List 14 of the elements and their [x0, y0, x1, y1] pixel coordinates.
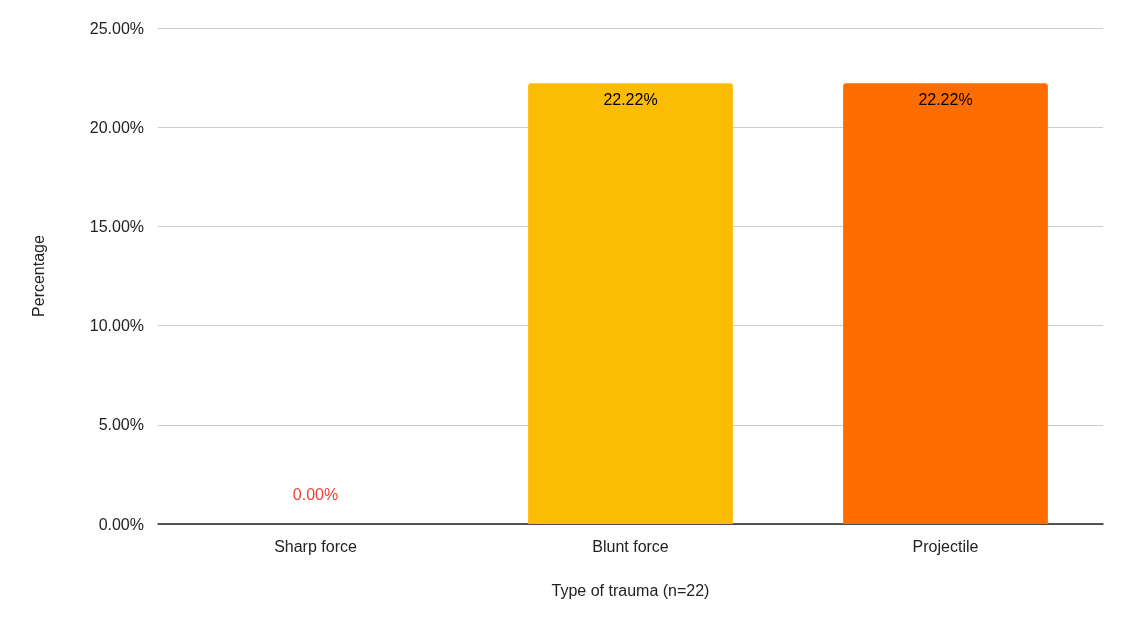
- y-axis-title: Percentage: [29, 234, 47, 317]
- x-tick-label: Projectile: [912, 537, 979, 555]
- data-label: 22.22%: [918, 90, 973, 108]
- x-axis-title: Type of trauma (n=22): [551, 581, 710, 599]
- y-tick-label: 20.00%: [89, 118, 144, 136]
- x-tick-label: Sharp force: [274, 537, 357, 555]
- data-label: 22.22%: [603, 90, 658, 108]
- y-tick-label: 15.00%: [89, 217, 144, 235]
- y-tick-label: 5.00%: [98, 416, 144, 434]
- y-tick-label: 0.00%: [98, 515, 144, 533]
- y-tick-label: 25.00%: [89, 19, 144, 37]
- data-label: 0.00%: [292, 485, 339, 503]
- x-tick-label: Blunt force: [592, 537, 669, 555]
- y-tick-label: 10.00%: [89, 317, 144, 335]
